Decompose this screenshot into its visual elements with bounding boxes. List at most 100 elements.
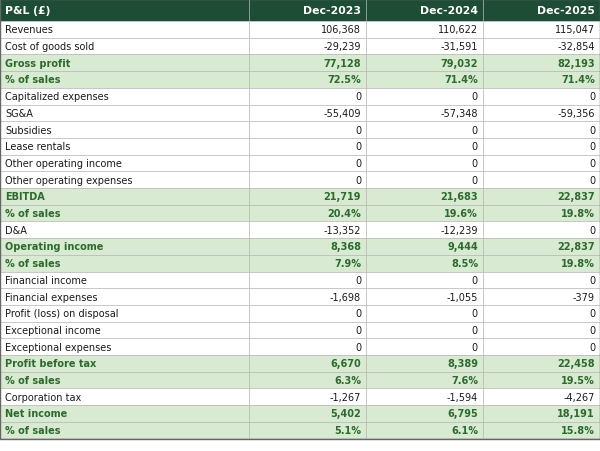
Text: Capitalized expenses: Capitalized expenses [5,92,109,102]
Text: 77,128: 77,128 [323,59,361,69]
Bar [249,55,366,72]
Bar [249,389,366,405]
Text: 0: 0 [472,92,478,102]
Text: Net income: Net income [5,409,67,419]
Bar [366,339,483,355]
Bar [366,138,483,155]
Text: EBITDA: EBITDA [5,192,45,202]
Bar [483,0,600,22]
Text: 0: 0 [472,142,478,152]
Bar [366,88,483,105]
Text: Other operating expenses: Other operating expenses [5,175,133,185]
Text: % of sales: % of sales [5,258,61,268]
Text: Corporation tax: Corporation tax [5,392,81,402]
Bar [366,55,483,72]
Bar [249,422,366,438]
Text: 21,683: 21,683 [440,192,478,202]
Bar [366,405,483,422]
Text: -1,267: -1,267 [329,392,361,402]
Bar [249,322,366,339]
Bar [0,88,249,105]
Text: Profit before tax: Profit before tax [5,359,96,368]
Text: Gross profit: Gross profit [5,59,70,69]
Bar [249,189,366,205]
Bar [483,155,600,172]
Bar [0,422,249,438]
Text: -32,854: -32,854 [557,42,595,52]
Text: 0: 0 [355,275,361,285]
Bar [366,105,483,122]
Text: Exceptional income: Exceptional income [5,325,101,335]
Text: -1,698: -1,698 [330,292,361,302]
Text: 5.1%: 5.1% [334,425,361,435]
Bar [0,389,249,405]
Text: 0: 0 [472,175,478,185]
Text: 0: 0 [472,159,478,169]
Bar [366,422,483,438]
Text: 6,795: 6,795 [447,409,478,419]
Text: 0: 0 [355,175,361,185]
Bar [366,322,483,339]
Text: 0: 0 [472,275,478,285]
Bar [249,39,366,55]
Bar [366,255,483,272]
Text: -13,352: -13,352 [323,225,361,235]
Text: -379: -379 [573,292,595,302]
Bar [249,172,366,189]
Text: D&A: D&A [5,225,27,235]
Text: 8,368: 8,368 [330,242,361,252]
Text: 8,389: 8,389 [447,359,478,368]
Bar [366,289,483,305]
Bar [0,239,249,255]
Text: Financial income: Financial income [5,275,87,285]
Bar [483,405,600,422]
Bar [483,172,600,189]
Bar [483,355,600,372]
Bar [249,155,366,172]
Bar [483,222,600,239]
Text: 22,837: 22,837 [557,192,595,202]
Text: % of sales: % of sales [5,208,61,219]
Text: 0: 0 [589,175,595,185]
Bar [0,305,249,322]
Text: 0: 0 [472,308,478,318]
Bar [249,88,366,105]
Bar [249,339,366,355]
Bar [366,205,483,222]
Text: 19.8%: 19.8% [561,208,595,219]
Bar [483,22,600,39]
Text: 0: 0 [355,342,361,352]
Bar [483,372,600,389]
Text: 18,191: 18,191 [557,409,595,419]
Text: 82,193: 82,193 [557,59,595,69]
Text: 0: 0 [355,325,361,335]
Text: Dec-2024: Dec-2024 [420,6,478,16]
Bar [366,305,483,322]
Text: -29,239: -29,239 [323,42,361,52]
Bar [366,389,483,405]
Text: 0: 0 [355,92,361,102]
Bar [366,22,483,39]
Text: 7.6%: 7.6% [451,375,478,385]
Text: 0: 0 [355,142,361,152]
Bar [366,72,483,88]
Bar [0,105,249,122]
Bar [483,339,600,355]
Bar [483,255,600,272]
Bar [483,289,600,305]
Text: -31,591: -31,591 [440,42,478,52]
Bar [366,239,483,255]
Bar [483,39,600,55]
Bar [0,122,249,138]
Bar [366,122,483,138]
Text: 0: 0 [589,275,595,285]
Bar [366,155,483,172]
Bar [249,255,366,272]
Text: Financial expenses: Financial expenses [5,292,97,302]
Bar [0,172,249,189]
Text: Other operating income: Other operating income [5,159,122,169]
Text: 19.8%: 19.8% [561,258,595,268]
Text: 15.8%: 15.8% [561,425,595,435]
Text: Operating income: Operating income [5,242,103,252]
Bar [483,55,600,72]
